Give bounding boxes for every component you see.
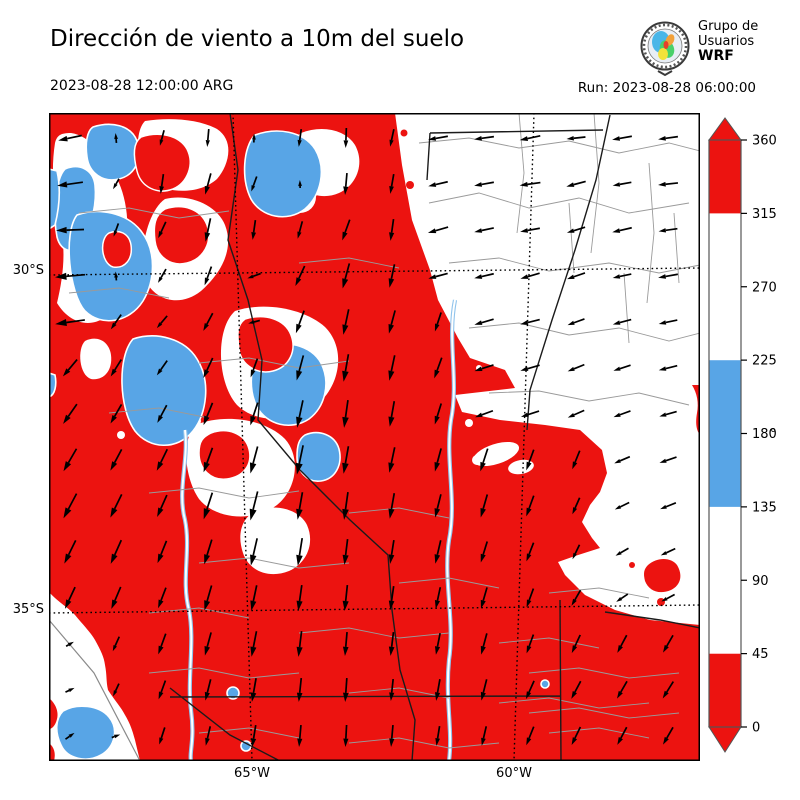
logo-line-3: WRF [698,48,734,64]
colorbar-segment [709,506,741,654]
colorbar-tick-label: 0 [752,721,760,736]
colorbar-extend-bottom [708,726,742,753]
page-title: Dirección de viento a 10m del suelo [50,26,465,52]
colorbar-segment [709,360,741,507]
wrf-logo-emblem-icon [640,21,690,77]
red-overlay-patches [49,129,700,761]
coast-line [49,619,141,761]
weather-map [49,113,700,761]
river-lines [180,299,458,761]
colorbar-tick-label: 360 [752,134,777,149]
wind-arrows-layer [55,127,679,747]
colorbar-tick-label: 45 [752,647,769,662]
lat-label-0: 30°S [12,263,44,278]
wrf-logo-text: Grupo de Usuarios WRF [698,19,759,64]
colorbar-unit-label: ° [770,427,777,442]
colorbar-tick-label: 315 [752,207,777,222]
colorbar-segment [709,213,741,361]
run-time-label: Run: 2023-08-28 06:00:00 [577,80,756,96]
county-boundaries [68,113,700,749]
colorbar-tick-label: 180 [752,427,777,442]
colorbar-segment [709,653,741,727]
map-border [49,113,700,761]
valid-time-label: 2023-08-28 12:00:00 ARG [50,78,234,94]
logo-line-2: Usuarios [698,33,755,49]
lon-label-1: 60°W [496,766,532,781]
lat-label-1: 35°S [12,602,44,617]
colorbar-segment [709,140,741,214]
colorbar-tick-label: 225 [752,354,777,369]
lon-label-0: 65°W [234,766,270,781]
colorbar-tick-label: 135 [752,500,777,515]
colorbar-tick-label: 270 [752,280,777,295]
colorbar-extend-top [708,117,742,141]
province-boundaries [169,113,700,761]
colorbar: 0 45 90 135 180 225 270 315 360 ° [708,117,777,753]
logo-line-1: Grupo de [698,19,759,34]
colorbar-tick-label: 90 [752,574,769,589]
